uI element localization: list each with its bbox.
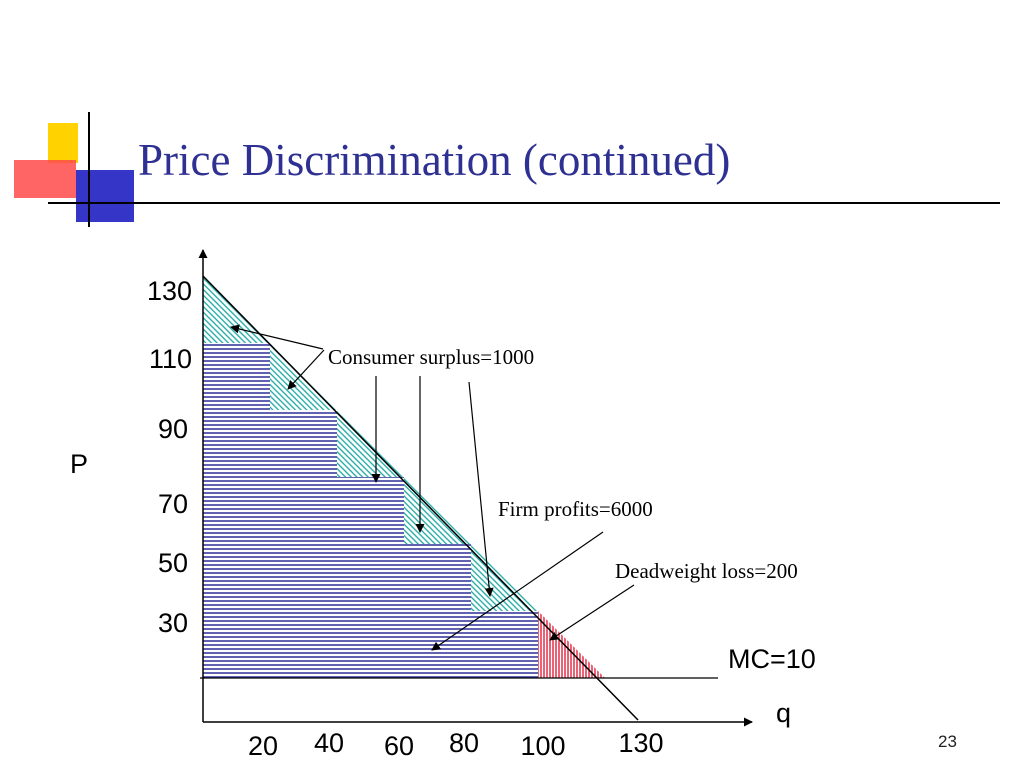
x-tick-label: 40 xyxy=(314,728,344,758)
x-tick-label: 20 xyxy=(248,731,278,761)
deadweight-loss-label: Deadweight loss=200 xyxy=(615,559,798,583)
surplus-arrow-2 xyxy=(287,349,325,390)
y-tick-label: 50 xyxy=(158,548,188,578)
x-axis-label: q xyxy=(776,698,791,728)
profit-step xyxy=(471,611,538,678)
surplus-triangle xyxy=(337,410,404,477)
profit-step xyxy=(203,343,270,678)
surplus-arrow-1 xyxy=(230,324,324,350)
x-tick-label: 80 xyxy=(449,728,479,758)
annotation-arrows xyxy=(230,324,635,651)
deadweight-triangle xyxy=(538,611,605,678)
surplus-triangle xyxy=(270,343,337,410)
profit-step xyxy=(404,544,471,678)
firm-profits-label: Firm profits=6000 xyxy=(498,497,653,521)
firm-profits-area xyxy=(203,343,538,678)
y-tick-labels: 130 110 90 70 50 30 xyxy=(147,276,192,638)
y-tick-label: 30 xyxy=(158,608,188,638)
deco-blue-square xyxy=(76,170,134,222)
surplus-arrow-5 xyxy=(468,381,494,597)
profit-step xyxy=(337,477,404,678)
y-tick-label: 110 xyxy=(149,344,192,374)
surplus-triangle xyxy=(471,544,538,611)
deco-yellow-square xyxy=(48,123,78,163)
x-tick-label: 60 xyxy=(384,731,414,761)
page-number: 23 xyxy=(938,732,957,751)
x-tick-label: 130 xyxy=(618,728,663,758)
profits-arrow xyxy=(431,531,604,651)
x-tick-labels: 20 40 60 80 100 130 xyxy=(248,728,664,761)
profit-step xyxy=(270,410,337,678)
y-tick-label: 130 xyxy=(147,276,192,306)
title-decoration xyxy=(14,112,1000,227)
deco-red-square xyxy=(14,160,76,198)
y-tick-label: 90 xyxy=(158,414,188,444)
x-tick-label: 100 xyxy=(520,731,565,761)
deadweight-loss-area xyxy=(538,611,605,678)
y-tick-label: 70 xyxy=(158,489,188,519)
y-axis-label: P xyxy=(70,449,88,479)
mc-label: MC=10 xyxy=(728,644,816,674)
slide-title: Price Discrimination (continued) xyxy=(138,135,731,185)
deadweight-arrow xyxy=(549,584,635,641)
consumer-surplus-label: Consumer surplus=1000 xyxy=(328,345,534,369)
surplus-triangle xyxy=(404,477,471,544)
